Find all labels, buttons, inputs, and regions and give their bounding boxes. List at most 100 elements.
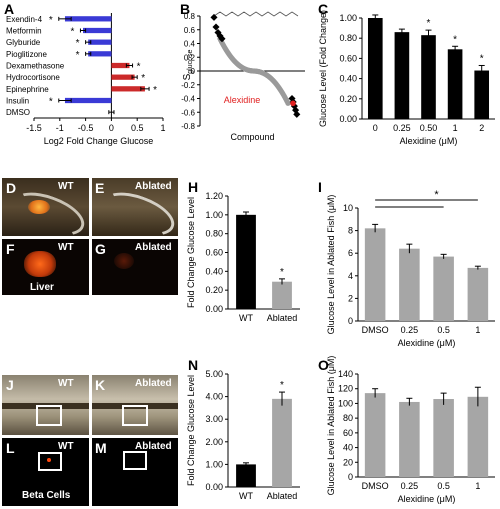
panel-o-x-tick-label: 0.25 <box>401 481 419 491</box>
panel-h-y-tick-label: 1.00 <box>205 210 223 220</box>
panel-n-y-axis-label: Fold Change Glucose Level <box>186 375 196 486</box>
panel-a-bar <box>88 39 112 45</box>
panel-c-x-tick-label: 0 <box>373 123 378 133</box>
panel-b-data-point <box>285 100 291 106</box>
panel-c-y-tick-label: 0.00 <box>339 114 357 124</box>
photo-label-m: Ablated <box>135 441 172 452</box>
panel-o-bar <box>399 401 420 477</box>
panel-n-y-tick-label: 1.00 <box>205 459 223 469</box>
panel-b-y-tick-label: 0 <box>191 67 196 76</box>
panel-a-category-label: Metformin <box>6 27 42 36</box>
photo-label-e: Ablated <box>135 181 172 192</box>
photo-panel-e <box>92 178 178 236</box>
panel-o-bar <box>364 393 386 477</box>
panel-a-significance-star: * <box>76 50 80 61</box>
panel-b-alexidine-label: Alexidine <box>224 95 261 105</box>
photo-label-k: Ablated <box>135 378 172 389</box>
panel-b-y-tick-label: 0.8 <box>184 12 196 21</box>
panel-letter-n: N <box>188 357 198 373</box>
panel-b-outlier-high <box>212 23 220 31</box>
panel-a-significance-star: * <box>49 97 53 108</box>
panel-c-bar <box>474 70 490 119</box>
panel-o-y-tick-label: 20 <box>343 457 353 467</box>
panel-a-significance-star: * <box>153 85 157 96</box>
panel-b-y-tick-label: -0.4 <box>181 95 195 104</box>
panel-b-outlier-high <box>218 35 226 43</box>
panel-i-y-tick-label: 2 <box>348 293 353 303</box>
panel-letter-g: G <box>95 241 106 257</box>
panel-n-y-tick-label: 3.00 <box>205 414 223 424</box>
panel-b-y-axis-label-subscript: glucose <box>187 50 194 74</box>
panel-h-y-tick-label: 0.40 <box>205 266 223 276</box>
photo-panel-j <box>2 375 89 435</box>
panel-a-bar <box>64 97 112 104</box>
panel-letter-o: O <box>318 357 329 373</box>
panel-c-y-tick-label: 0.80 <box>339 33 357 43</box>
panel-a-bar <box>83 27 112 34</box>
photo-label-d: WT <box>58 181 74 192</box>
panel-c-bar <box>447 49 463 120</box>
panel-h-y-tick-label: 1.20 <box>205 191 223 201</box>
panel-letter-f: F <box>6 241 15 257</box>
panel-h-y-tick-label: 0.00 <box>205 304 223 314</box>
panel-i-y-tick-label: 0 <box>348 316 353 326</box>
panel-o-y-tick-label: 100 <box>338 398 353 408</box>
panel-letter-l: L <box>6 440 15 456</box>
panel-c-significance-star: * <box>480 53 484 64</box>
panel-c-bar <box>394 32 410 119</box>
panel-a-x-tick-label: -1.5 <box>26 123 42 133</box>
panel-b-x-axis-label: Compound <box>230 132 274 142</box>
panel-o-y-tick-label: 40 <box>343 443 353 453</box>
panel-n-y-tick-label: 4.00 <box>205 392 223 402</box>
panel-h-y-tick-label: 0.60 <box>205 248 223 258</box>
panel-a-category-label: DMSO <box>6 108 30 117</box>
panel-a-category-label: Pioglitizone <box>6 50 47 59</box>
panel-c-y-tick-label: 0.40 <box>339 74 357 84</box>
panel-letter-k: K <box>95 377 106 393</box>
panel-h-y-tick-label: 0.80 <box>205 229 223 239</box>
panel-i-y-tick-label: 8 <box>348 226 353 236</box>
panel-n-x-tick-label: Ablated <box>267 491 298 501</box>
panel-i-y-tick-label: 4 <box>348 271 353 281</box>
panel-c-x-tick-label: 2 <box>479 123 484 133</box>
panel-a-significance-star: * <box>141 73 145 84</box>
photo-panel-k <box>92 375 178 435</box>
panel-b-outlier-high <box>210 13 218 21</box>
panel-h-y-axis-label: Fold Change Glucose Level <box>186 197 196 308</box>
panel-c-x-tick-label: 0.25 <box>393 123 411 133</box>
panel-n-bar <box>272 398 292 487</box>
panel-c-x-tick-label: 1 <box>453 123 458 133</box>
panel-i-x-tick-label: 1 <box>475 325 480 335</box>
panel-o-y-tick-label: 0 <box>348 472 353 482</box>
panel-h-bar <box>236 214 256 309</box>
panel-h-y-tick-label: 0.20 <box>205 285 223 295</box>
panel-a-significance-star: * <box>76 38 80 49</box>
photo-panel-m <box>92 438 178 506</box>
panel-a-x-tick-label: 1 <box>160 123 165 133</box>
panel-a-x-tick-label: 0.5 <box>131 123 144 133</box>
photo-label-g: Ablated <box>135 242 172 253</box>
panel-letter-e: E <box>95 180 105 196</box>
panel-i-significance-star: * <box>434 189 439 201</box>
panel-letter-d: D <box>6 180 17 196</box>
panel-n-x-tick-label: WT <box>239 491 253 501</box>
panel-letter-j: J <box>6 377 14 393</box>
panel-a-category-label: Hydrocortisone <box>6 73 60 82</box>
panel-i-bar <box>467 267 489 321</box>
panel-n-y-tick-label: 2.00 <box>205 437 223 447</box>
panel-b-y-tick-label: -0.6 <box>181 108 195 117</box>
panel-letter-a: A <box>4 1 14 17</box>
panel-h-x-tick-label: WT <box>239 313 253 323</box>
panel-a-significance-star: * <box>70 27 74 38</box>
panel-b-molecule-structure <box>213 11 299 17</box>
photo-panel-d <box>2 178 89 236</box>
panel-a-x-tick-label: -1 <box>56 123 64 133</box>
panel-letter-m: M <box>95 440 107 456</box>
photo-label-f-top: WT <box>58 242 74 253</box>
panel-a-bar <box>111 62 130 69</box>
panel-a-x-tick-label: 0 <box>109 123 114 133</box>
panel-c-significance-star: * <box>453 34 457 45</box>
panel-a-x-tick-label: -0.5 <box>78 123 94 133</box>
panel-i-x-tick-label: 0.5 <box>437 325 450 335</box>
panel-o-x-tick-label: 1 <box>475 481 480 491</box>
